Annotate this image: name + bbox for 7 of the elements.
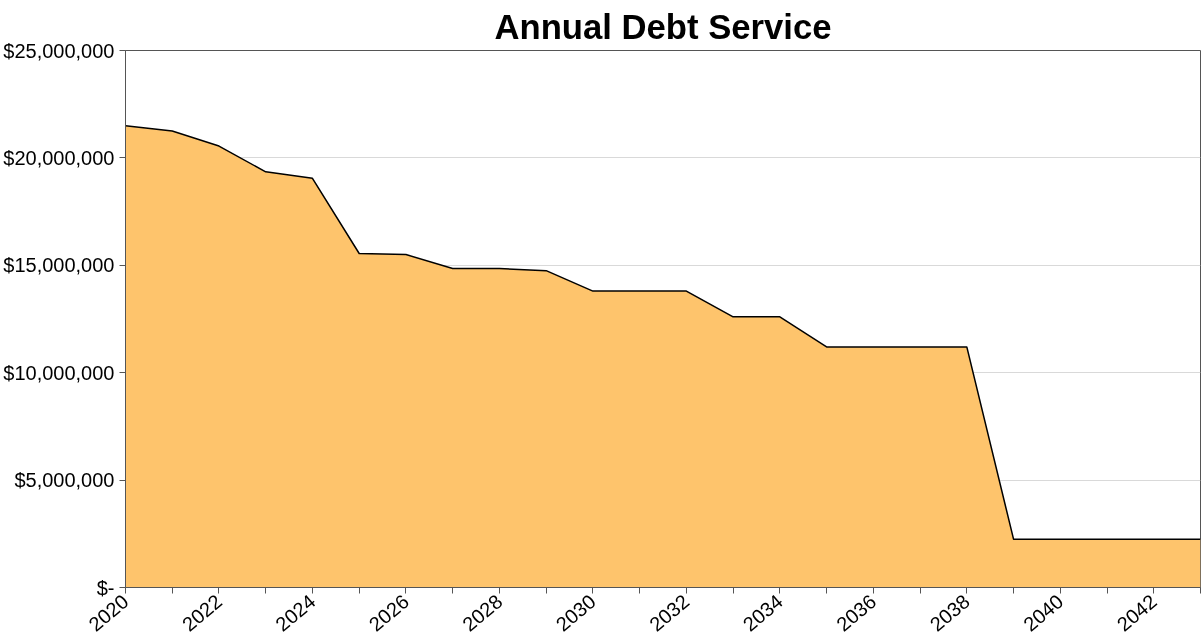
y-tick-label: $15,000,000 — [3, 254, 115, 277]
y-tick-label: $- — [96, 576, 115, 599]
y-tick-label: $20,000,000 — [3, 146, 115, 169]
y-tick-label: $5,000,000 — [14, 469, 115, 492]
y-tick-label: $25,000,000 — [3, 39, 115, 62]
y-tick-label: $10,000,000 — [3, 361, 115, 384]
chart-title: Annual Debt Service — [494, 7, 832, 46]
